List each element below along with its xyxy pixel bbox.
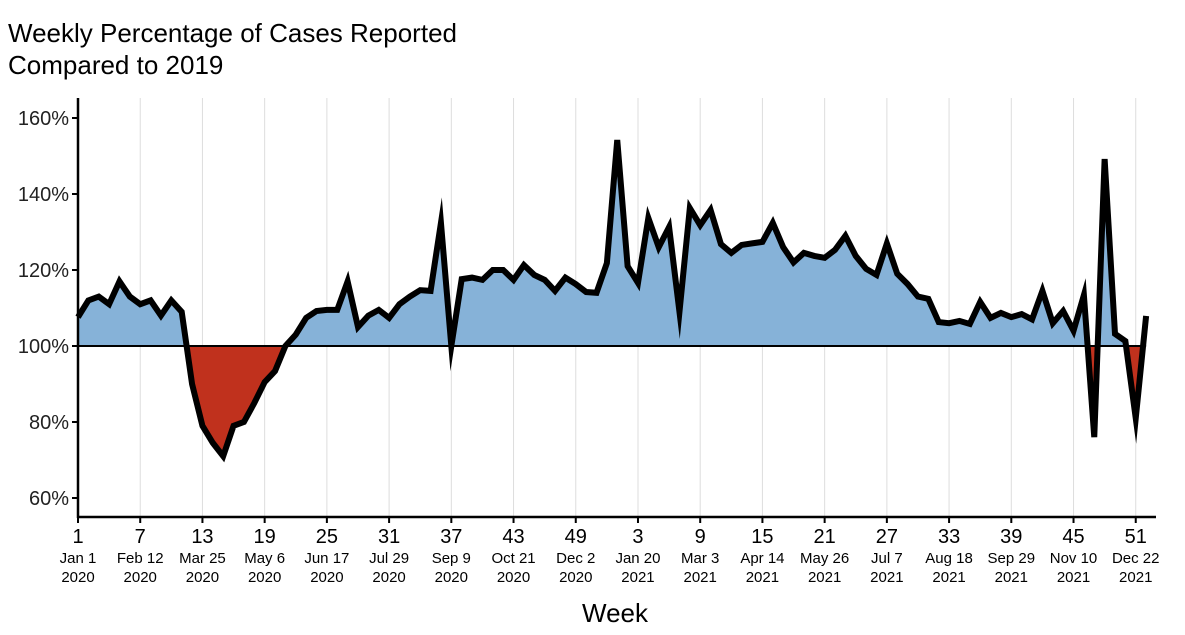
- x-tick-date: Jun 17: [304, 550, 349, 567]
- x-tick-date: Oct 21: [491, 550, 535, 567]
- x-tick-date: Dec 22: [1112, 550, 1160, 567]
- x-tick-date: Jan 1: [60, 550, 97, 567]
- x-tick-week: 9: [695, 526, 706, 548]
- x-tick-week: 39: [1000, 526, 1022, 548]
- x-tick-week: 21: [814, 526, 836, 548]
- x-tick-date: Feb 12: [117, 550, 164, 567]
- x-tick-date: Jul 29: [369, 550, 409, 567]
- x-tick-week: 25: [316, 526, 338, 548]
- x-tick-week: 49: [565, 526, 587, 548]
- x-tick-year: 2020: [310, 569, 343, 586]
- x-tick-week: 51: [1125, 526, 1147, 548]
- x-tick-year: 2021: [995, 569, 1028, 586]
- y-tick-label: 100%: [18, 336, 69, 358]
- series-line-path: [75, 139, 1150, 463]
- x-tick-date: May 26: [800, 550, 849, 567]
- x-tick-year: 2021: [808, 569, 841, 586]
- x-tick-date: Sep 29: [988, 550, 1036, 567]
- x-tick-date: Dec 2: [556, 550, 595, 567]
- x-tick-year: 2020: [186, 569, 219, 586]
- x-tick-week: 1: [72, 526, 83, 548]
- x-tick-year: 2021: [746, 569, 779, 586]
- x-tick-year: 2020: [372, 569, 405, 586]
- x-tick-year: 2021: [684, 569, 717, 586]
- x-tick-year: 2021: [1057, 569, 1090, 586]
- x-tick-year: 2020: [61, 569, 94, 586]
- y-tick-label: 60%: [29, 488, 69, 510]
- x-axis-ticks: 1 Jan 1 2020 7 Feb 12 2020 13 Mar 25 2020 19 May 6…: [60, 517, 1160, 586]
- x-tick-week: 37: [440, 526, 462, 548]
- y-axis-ticks: 60% 80% 100% 120% 140% 160%: [18, 108, 78, 510]
- y-tick-label: 80%: [29, 412, 69, 434]
- x-axis-label: Week: [582, 598, 649, 628]
- x-tick-week: 31: [378, 526, 400, 548]
- series-line: [75, 139, 1150, 463]
- x-tick-week: 43: [502, 526, 524, 548]
- x-tick-week: 13: [191, 526, 213, 548]
- x-tick-date: Mar 25: [179, 550, 226, 567]
- x-tick-week: 3: [632, 526, 643, 548]
- x-tick-week: 33: [938, 526, 960, 548]
- x-tick-date: Mar 3: [681, 550, 719, 567]
- x-tick-week: 7: [135, 526, 146, 548]
- x-tick-week: 15: [751, 526, 773, 548]
- x-tick-date: May 6: [244, 550, 285, 567]
- chart-title-line-2: Compared to 2019: [8, 50, 223, 80]
- y-tick-label: 120%: [18, 260, 69, 282]
- x-tick-date: Aug 18: [925, 550, 973, 567]
- x-tick-year: 2021: [870, 569, 903, 586]
- x-tick-year: 2021: [621, 569, 654, 586]
- x-tick-year: 2020: [124, 569, 157, 586]
- x-tick-year: 2021: [932, 569, 965, 586]
- x-tick-year: 2020: [559, 569, 592, 586]
- x-tick-week: 27: [876, 526, 898, 548]
- x-tick-year: 2020: [497, 569, 530, 586]
- x-tick-week: 19: [254, 526, 276, 548]
- x-tick-date: Sep 9: [432, 550, 471, 567]
- x-tick-year: 2021: [1119, 569, 1152, 586]
- x-tick-date: Jul 7: [871, 550, 903, 567]
- chart-title-line-1: Weekly Percentage of Cases Reported: [8, 18, 457, 48]
- x-tick-year: 2020: [435, 569, 468, 586]
- x-tick-date: Nov 10: [1050, 550, 1098, 567]
- x-tick-date: Jan 20: [615, 550, 660, 567]
- y-tick-label: 160%: [18, 108, 69, 130]
- x-tick-week: 45: [1062, 526, 1084, 548]
- axes: [76, 98, 1156, 519]
- y-tick-label: 140%: [18, 184, 69, 206]
- x-tick-year: 2020: [248, 569, 281, 586]
- x-tick-date: Apr 14: [740, 550, 784, 567]
